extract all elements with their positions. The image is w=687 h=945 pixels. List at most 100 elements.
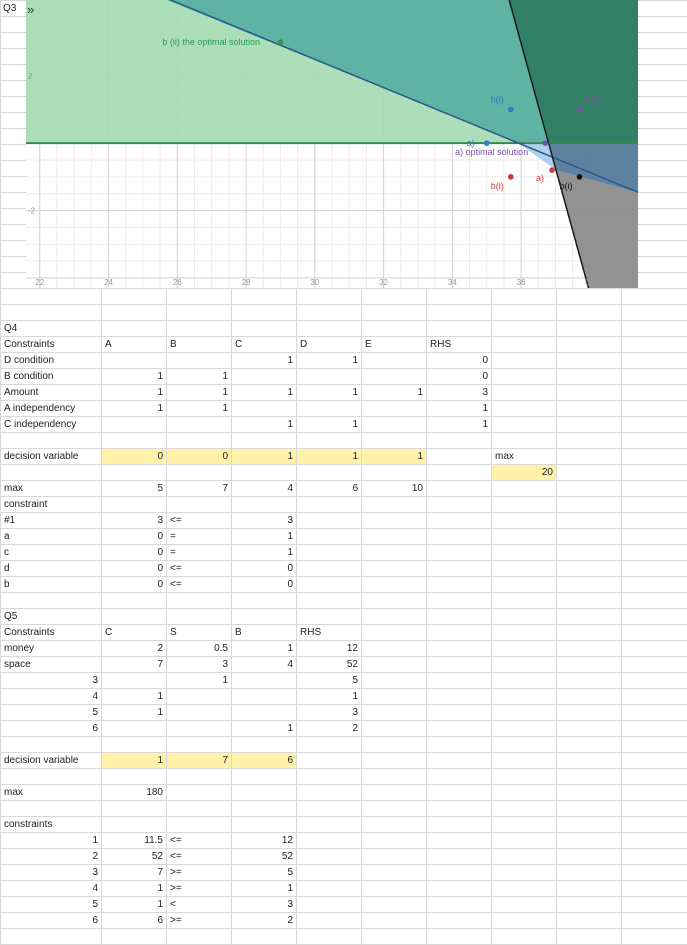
q5-check-lhs[interactable]: 11.5 bbox=[144, 835, 163, 846]
q5-coef[interactable]: 5 bbox=[352, 675, 358, 686]
q4-coef[interactable] bbox=[297, 401, 361, 416]
q5-decision-label[interactable]: decision variable bbox=[4, 755, 79, 766]
q4-coef[interactable]: 1 bbox=[352, 419, 358, 430]
q5-check-label[interactable]: 5 bbox=[92, 899, 98, 910]
q5-check-op[interactable]: >= bbox=[170, 867, 182, 878]
q4-coef[interactable]: 1 bbox=[287, 387, 293, 398]
q4-check-rhs[interactable]: 1 bbox=[287, 547, 293, 558]
q5-header[interactable]: B bbox=[235, 627, 242, 638]
q4-check-rhs[interactable]: 1 bbox=[287, 531, 293, 542]
q4-check-rhs[interactable]: 0 bbox=[287, 579, 293, 590]
q4-decision-value[interactable]: 0 bbox=[222, 451, 228, 462]
graph-canvas[interactable]: 22 24 26 28 30 32 34 36 38 -2 2 b (ii) the optimal … bbox=[26, 0, 638, 288]
q4-constraint-label[interactable]: C independency bbox=[4, 419, 77, 430]
q5-check-lhs[interactable]: 1 bbox=[157, 899, 163, 910]
q5-check-rhs[interactable]: 5 bbox=[287, 867, 293, 878]
q5-decision-value[interactable]: 7 bbox=[222, 755, 228, 766]
q4-check-lhs[interactable]: 0 bbox=[157, 563, 163, 574]
q4-check-label[interactable]: a bbox=[4, 531, 10, 542]
q5-title[interactable]: Q5 bbox=[4, 611, 18, 622]
q4-title[interactable]: Q4 bbox=[4, 323, 18, 334]
q5-constraint-label[interactable]: 5 bbox=[92, 707, 98, 718]
q4-check-label[interactable]: c bbox=[4, 547, 9, 558]
q4-objective-value[interactable]: 5 bbox=[157, 483, 163, 494]
q4-coef[interactable]: 1 bbox=[157, 403, 163, 414]
double-chevron-right-icon[interactable]: » bbox=[27, 2, 35, 17]
q5-coef[interactable]: 1 bbox=[157, 707, 163, 718]
embedded-graph[interactable]: 22 24 26 28 30 32 34 36 38 -2 2 b (ii) the optimal … bbox=[26, 0, 638, 288]
q4-coef[interactable]: 0 bbox=[482, 371, 488, 382]
q4-check-op[interactable]: <= bbox=[170, 515, 182, 526]
q4-check-label[interactable]: b bbox=[4, 579, 10, 590]
q4-header[interactable]: Constraints bbox=[4, 339, 55, 350]
q4-coef[interactable]: 1 bbox=[222, 387, 228, 398]
q4-coef[interactable] bbox=[362, 353, 426, 368]
q5-constraint-label[interactable]: 6 bbox=[92, 723, 98, 734]
q5-max-label[interactable]: max bbox=[4, 787, 23, 798]
q4-coef[interactable]: 1 bbox=[157, 387, 163, 398]
q5-coef[interactable] bbox=[167, 705, 231, 720]
q4-coef[interactable] bbox=[232, 369, 296, 384]
q4-header[interactable]: E bbox=[365, 339, 372, 350]
q5-coef[interactable]: 0.5 bbox=[214, 643, 228, 654]
q4-coef[interactable]: 1 bbox=[482, 403, 488, 414]
q4-max-value[interactable]: 20 bbox=[541, 467, 553, 478]
q4-check-op[interactable]: = bbox=[170, 531, 176, 542]
q5-check-lhs[interactable]: 52 bbox=[151, 851, 163, 862]
q4-coef[interactable]: 3 bbox=[482, 387, 488, 398]
q5-max-value[interactable]: 180 bbox=[146, 787, 163, 798]
q4-objective-value[interactable]: 4 bbox=[287, 483, 293, 494]
q4-coef[interactable] bbox=[167, 353, 231, 368]
q5-header[interactable]: RHS bbox=[300, 627, 322, 638]
q4-coef[interactable] bbox=[362, 401, 426, 416]
q4-coef[interactable]: 1 bbox=[222, 371, 228, 382]
q5-constraint-label[interactable]: 4 bbox=[92, 691, 98, 702]
q4-coef[interactable] bbox=[362, 417, 426, 432]
q5-check-label[interactable]: 1 bbox=[92, 835, 98, 846]
q5-check-op[interactable]: < bbox=[170, 899, 176, 910]
q5-constraints-heading[interactable]: constraints bbox=[4, 819, 53, 830]
q4-check-rhs[interactable]: 3 bbox=[287, 515, 293, 526]
q5-check-rhs[interactable]: 3 bbox=[287, 899, 293, 910]
q4-check-rhs[interactable]: 0 bbox=[287, 563, 293, 574]
q4-decision-value[interactable]: 0 bbox=[157, 451, 163, 462]
q5-coef[interactable] bbox=[102, 721, 166, 736]
q5-header[interactable]: S bbox=[170, 627, 177, 638]
q5-check-lhs[interactable]: 6 bbox=[157, 915, 163, 926]
q5-decision-value[interactable]: 1 bbox=[157, 755, 163, 766]
q5-coef[interactable]: 2 bbox=[157, 643, 163, 654]
q4-coef[interactable] bbox=[362, 369, 426, 384]
q4-header[interactable]: D bbox=[300, 339, 308, 350]
q5-coef[interactable] bbox=[232, 673, 296, 688]
q4-decision-label[interactable]: decision variable bbox=[4, 451, 79, 462]
q5-check-label[interactable]: 3 bbox=[92, 867, 98, 878]
q5-check-op[interactable]: >= bbox=[170, 883, 182, 894]
q5-coef[interactable]: 1 bbox=[287, 723, 293, 734]
q4-check-op[interactable]: <= bbox=[170, 563, 182, 574]
q4-header[interactable]: B bbox=[170, 339, 177, 350]
q4-objective-value[interactable]: 7 bbox=[222, 483, 228, 494]
q4-check-lhs[interactable]: 0 bbox=[157, 579, 163, 590]
q4-constraint-label[interactable]: A independency bbox=[4, 403, 76, 414]
q4-check-lhs[interactable]: 0 bbox=[157, 547, 163, 558]
q5-coef[interactable]: 1 bbox=[157, 691, 163, 702]
q4-coef[interactable] bbox=[297, 369, 361, 384]
q4-coef[interactable]: 1 bbox=[287, 355, 293, 366]
q4-coef[interactable]: 0 bbox=[482, 355, 488, 366]
q5-check-rhs[interactable]: 12 bbox=[281, 835, 293, 846]
q5-check-rhs[interactable]: 2 bbox=[287, 915, 293, 926]
q4-coef[interactable] bbox=[102, 353, 166, 368]
q4-coef[interactable]: 1 bbox=[352, 355, 358, 366]
q4-decision-value[interactable]: 1 bbox=[287, 451, 293, 462]
q4-header[interactable]: A bbox=[105, 339, 112, 350]
q5-coef[interactable] bbox=[167, 721, 231, 736]
q4-coef[interactable]: 1 bbox=[352, 387, 358, 398]
q4-objective-value[interactable]: 10 bbox=[411, 483, 423, 494]
q5-check-label[interactable]: 2 bbox=[92, 851, 98, 862]
q5-check-rhs[interactable]: 52 bbox=[281, 851, 293, 862]
q4-coef[interactable]: 1 bbox=[157, 371, 163, 382]
q5-check-op[interactable]: <= bbox=[170, 851, 182, 862]
q5-header[interactable]: Constraints bbox=[4, 627, 55, 638]
q5-check-op[interactable]: >= bbox=[170, 915, 182, 926]
